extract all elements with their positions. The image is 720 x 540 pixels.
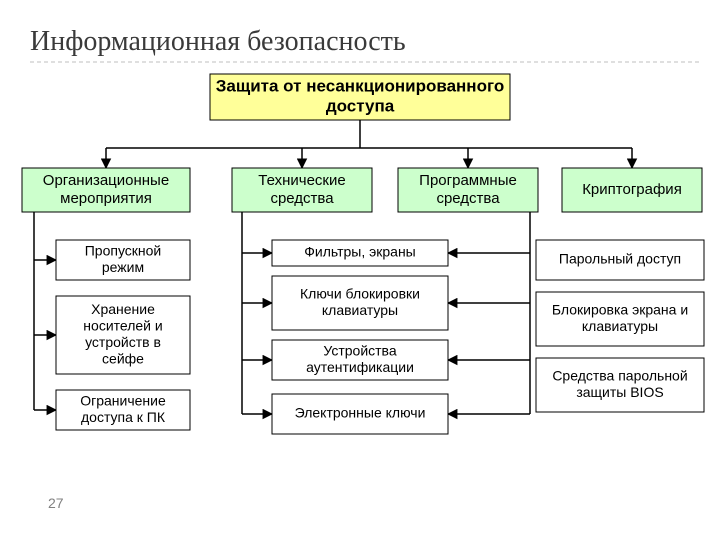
- box-label: Криптография: [582, 181, 682, 198]
- box-label: Парольный доступ: [559, 251, 681, 267]
- box-label: Организационныемероприятия: [43, 172, 169, 207]
- page-title: Информационная безопасность: [30, 26, 406, 57]
- diagram-canvas: Информационная безопасностьЗащита от нес…: [0, 0, 720, 540]
- box-label: Электронные ключи: [295, 405, 426, 421]
- box-label: Ограничениедоступа к ПК: [80, 392, 166, 425]
- page-number: 27: [48, 495, 64, 511]
- box-label: Техническиесредства: [258, 172, 345, 207]
- box-label: Фильтры, экраны: [304, 244, 416, 260]
